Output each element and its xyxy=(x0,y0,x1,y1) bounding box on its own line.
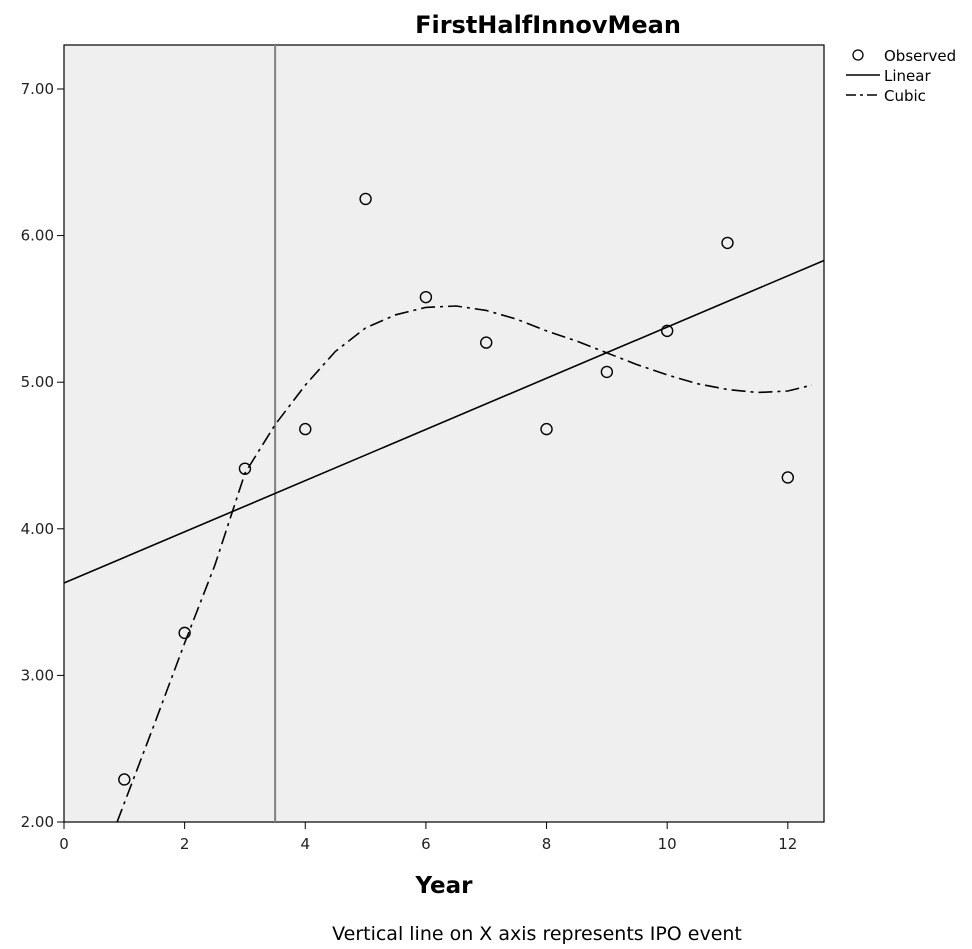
legend-cubic-label: Cubic xyxy=(884,87,926,105)
x-tick-label: 2 xyxy=(180,835,190,853)
observed-point xyxy=(660,324,674,338)
x-tick-label: 8 xyxy=(542,835,552,853)
observed-point xyxy=(178,626,191,640)
observed-point xyxy=(419,290,433,304)
y-tick-label: 4.00 xyxy=(21,520,54,538)
series-layer xyxy=(63,45,825,823)
observed-point xyxy=(118,773,131,786)
observed-point xyxy=(721,236,734,250)
y-tick-label: 5.00 xyxy=(21,373,54,391)
y-tick-label: 2.00 xyxy=(21,813,54,831)
observed-point xyxy=(299,422,312,436)
legend-linear-label: Linear xyxy=(884,67,931,85)
x-axis-title: Year xyxy=(414,873,473,899)
x-tick-label: 12 xyxy=(778,835,797,853)
observed-point xyxy=(480,336,493,349)
plot-area xyxy=(63,44,825,823)
x-tick-label: 10 xyxy=(658,835,677,853)
chart-title: FirstHalfInnovMean xyxy=(415,11,681,39)
observed-point xyxy=(600,365,614,379)
cubic-fit-line xyxy=(116,305,813,823)
x-tick-label: 6 xyxy=(421,835,431,853)
x-tick-label: 0 xyxy=(59,835,69,853)
y-tick-label: 6.00 xyxy=(21,227,54,245)
y-tick-label: 3.00 xyxy=(21,666,54,684)
y-tick-label: 7.00 xyxy=(21,80,54,98)
observed-point xyxy=(781,471,795,484)
axes: 2.00 3.00 4.00 5.00 6.00 7.00 0 2 4 6 8 10 12 xyxy=(21,80,798,853)
x-tick-label: 4 xyxy=(300,835,310,853)
footnote: Vertical line on X axis represents IPO e… xyxy=(332,923,742,945)
linear-fit-line xyxy=(63,259,825,584)
legend: Observed Linear Cubic xyxy=(846,47,956,105)
legend-observed-marker xyxy=(852,49,864,61)
observed-point xyxy=(359,192,372,206)
observed-point xyxy=(540,422,553,436)
legend-observed-label: Observed xyxy=(884,47,956,65)
